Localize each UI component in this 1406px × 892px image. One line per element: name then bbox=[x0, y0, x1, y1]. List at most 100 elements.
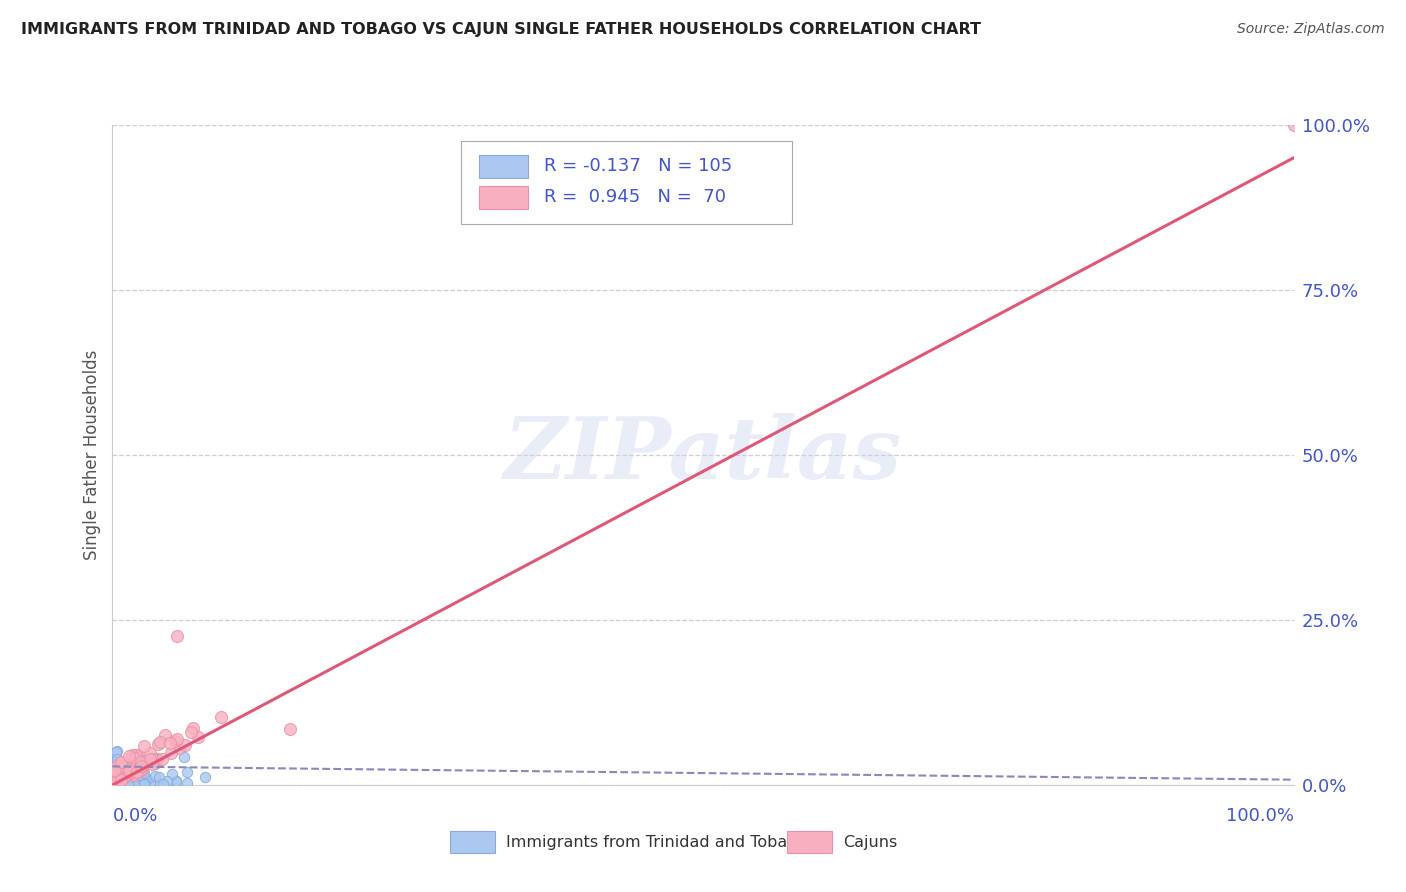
Point bbox=[121, 775, 143, 789]
Point bbox=[118, 761, 141, 775]
Point bbox=[156, 774, 179, 789]
Point bbox=[127, 754, 149, 768]
Point bbox=[117, 777, 139, 791]
Point bbox=[132, 756, 155, 771]
Point bbox=[110, 773, 132, 788]
Point bbox=[114, 767, 136, 781]
Point bbox=[105, 775, 128, 789]
Point bbox=[103, 756, 125, 770]
Point bbox=[159, 736, 181, 750]
Point bbox=[104, 775, 127, 789]
Point bbox=[153, 728, 176, 742]
Point bbox=[101, 774, 124, 789]
Text: 0.0%: 0.0% bbox=[112, 807, 157, 825]
FancyBboxPatch shape bbox=[461, 142, 792, 224]
Point bbox=[104, 764, 127, 779]
Point bbox=[105, 772, 128, 787]
Point bbox=[132, 766, 155, 780]
Point bbox=[104, 771, 127, 785]
Point bbox=[121, 767, 143, 781]
Point bbox=[148, 770, 170, 784]
Point bbox=[105, 770, 128, 784]
Point bbox=[105, 744, 128, 758]
Point bbox=[139, 776, 162, 790]
Point bbox=[112, 776, 135, 790]
Point bbox=[111, 764, 134, 778]
Point bbox=[181, 721, 204, 735]
Point bbox=[122, 760, 145, 774]
Point bbox=[112, 756, 135, 771]
Point bbox=[150, 752, 173, 766]
Point bbox=[180, 725, 202, 739]
Point bbox=[114, 775, 136, 789]
Point bbox=[124, 751, 146, 765]
Point bbox=[111, 761, 134, 775]
Point bbox=[129, 774, 152, 789]
Point bbox=[110, 776, 132, 790]
Point bbox=[101, 778, 124, 792]
Point bbox=[101, 761, 124, 775]
Point bbox=[104, 772, 127, 787]
Point bbox=[108, 773, 131, 788]
Point bbox=[125, 758, 148, 772]
Point bbox=[105, 777, 128, 791]
Point bbox=[110, 777, 132, 791]
Point bbox=[127, 764, 149, 779]
Point bbox=[278, 722, 301, 736]
Point bbox=[101, 760, 124, 774]
Point bbox=[166, 630, 188, 644]
Point bbox=[101, 768, 124, 782]
Text: Cajuns: Cajuns bbox=[844, 835, 898, 849]
Point bbox=[129, 763, 152, 777]
Point bbox=[160, 766, 183, 780]
Point bbox=[105, 769, 128, 783]
Point bbox=[118, 764, 141, 779]
Point bbox=[111, 775, 134, 789]
Point bbox=[121, 774, 143, 789]
Point bbox=[146, 737, 169, 751]
Point bbox=[129, 762, 152, 776]
Point bbox=[141, 752, 163, 766]
Point bbox=[117, 765, 139, 780]
Point bbox=[149, 776, 172, 790]
Point bbox=[134, 756, 156, 771]
Point bbox=[209, 710, 232, 724]
Point bbox=[121, 764, 143, 779]
Point bbox=[111, 778, 134, 792]
Point bbox=[194, 770, 217, 784]
Point bbox=[118, 764, 141, 778]
Point bbox=[104, 778, 127, 792]
Point bbox=[111, 771, 134, 785]
Point bbox=[118, 769, 141, 783]
Point bbox=[105, 764, 128, 779]
Point bbox=[118, 772, 141, 787]
Point bbox=[165, 774, 187, 789]
Point bbox=[115, 771, 138, 785]
Point bbox=[103, 776, 125, 790]
Text: Source: ZipAtlas.com: Source: ZipAtlas.com bbox=[1237, 22, 1385, 37]
Point bbox=[132, 760, 155, 774]
Point bbox=[117, 777, 139, 791]
Point bbox=[129, 755, 152, 769]
Point bbox=[105, 751, 128, 765]
Point bbox=[103, 772, 125, 786]
Point bbox=[139, 752, 162, 766]
Point bbox=[138, 756, 160, 770]
Point bbox=[108, 776, 131, 790]
Point bbox=[104, 774, 127, 789]
Point bbox=[114, 772, 136, 787]
Point bbox=[166, 773, 188, 788]
Point bbox=[129, 760, 152, 774]
Point bbox=[104, 778, 127, 792]
Point bbox=[166, 732, 188, 747]
Point bbox=[121, 759, 143, 773]
Point bbox=[107, 760, 129, 774]
Text: IMMIGRANTS FROM TRINIDAD AND TOBAGO VS CAJUN SINGLE FATHER HOUSEHOLDS CORRELATIO: IMMIGRANTS FROM TRINIDAD AND TOBAGO VS C… bbox=[21, 22, 981, 37]
Point bbox=[134, 769, 156, 783]
Point bbox=[143, 769, 166, 783]
Point bbox=[121, 767, 143, 781]
Point bbox=[105, 775, 128, 789]
Point bbox=[108, 762, 131, 776]
FancyBboxPatch shape bbox=[478, 155, 529, 178]
Point bbox=[152, 778, 174, 792]
